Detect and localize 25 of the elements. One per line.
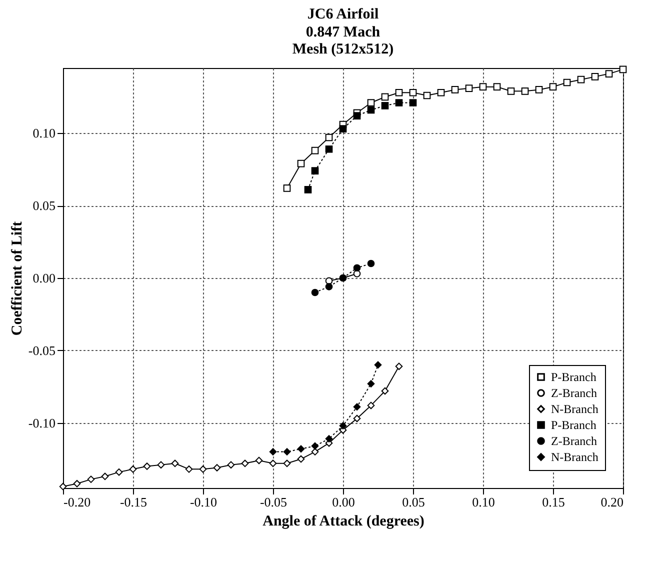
x-tick-label: -0.05: [260, 494, 288, 510]
x-tick-label: -0.10: [190, 494, 218, 510]
y-axis-title: Coefficient of Lift: [9, 221, 26, 336]
text: Mesh (512x512): [292, 41, 394, 58]
x-tick-label: -0.20: [64, 494, 91, 510]
y-tick-label: 0.10: [32, 126, 56, 141]
x-tick-label: 0.15: [542, 494, 565, 510]
legend-label: N-Branch: [551, 450, 598, 464]
y-tick-label: -0.05: [28, 342, 56, 358]
legend-label: N-Branch: [551, 402, 598, 416]
y-tick-label: -0.10: [28, 415, 56, 430]
x-tick-label: 0.00: [332, 494, 355, 510]
x-tick-label: 0.05: [402, 494, 425, 510]
chart-subtitle: 0.847 Mach: [306, 24, 381, 40]
legend-label: Z-Branch: [551, 434, 597, 448]
x-tick-label: 0.10: [472, 494, 495, 510]
legend-label: P-Branch: [551, 418, 596, 432]
y-tick-label: 0.00: [32, 270, 56, 286]
y-tick-label: 0.05: [32, 198, 56, 214]
legend-label: P-Branch: [551, 370, 596, 384]
legend-label: Z-Branch: [551, 386, 597, 400]
x-tick-label: -0.15: [120, 494, 148, 510]
x-axis-title: Angle of Attack (degrees): [262, 514, 424, 530]
chart-title: JC6 Airfoil: [307, 6, 379, 22]
x-tick-label: 0.20: [600, 494, 624, 510]
